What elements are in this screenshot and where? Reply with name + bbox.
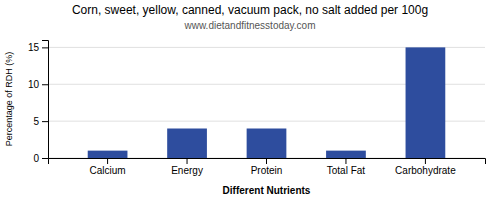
y-tick: 0: [33, 153, 48, 164]
x-tick: Calcium: [90, 158, 126, 176]
y-tick: 15: [28, 42, 48, 53]
x-tick-mark: [107, 158, 108, 164]
x-tick-mark: [187, 158, 188, 164]
y-axis-line: [42, 41, 49, 159]
y-tick-label: 15: [28, 42, 40, 53]
bar: [326, 151, 366, 158]
x-tick: Carbohydrate: [395, 158, 456, 176]
y-tick-mark: [42, 121, 48, 122]
x-tick-label: Protein: [251, 165, 283, 176]
x-tick-label: Total Fat: [327, 165, 366, 176]
y-tick-mark: [42, 47, 48, 48]
bar: [247, 129, 287, 159]
x-tick: Total Fat: [327, 158, 366, 176]
bar: [88, 151, 128, 158]
x-axis-title: Different Nutrients: [223, 185, 311, 196]
bar: [167, 129, 207, 159]
x-tick-mark: [266, 158, 267, 164]
y-tick-label: 5: [33, 116, 39, 127]
bar: [406, 47, 446, 158]
x-tick-label: Carbohydrate: [395, 165, 456, 176]
y-tick-label: 0: [33, 153, 39, 164]
x-tick: Protein: [251, 158, 283, 176]
bars: [88, 47, 446, 158]
grid: [48, 47, 485, 158]
x-tick-label: Calcium: [90, 165, 126, 176]
y-tick-mark: [42, 158, 48, 159]
x-tick: Energy: [171, 158, 203, 176]
y-tick-mark: [42, 84, 48, 85]
y-tick: 5: [33, 116, 48, 127]
x-axis: Calcium Energy Protein Total Fat Carbohydrat…: [49, 158, 486, 176]
x-tick-label: Energy: [171, 165, 203, 176]
title: Corn, sweet, yellow, canned, vacuum pack…: [72, 3, 428, 17]
y-axis-title: Percentage of RDH (%): [4, 52, 14, 147]
y-axis: 0 5 10 15: [28, 41, 49, 164]
plot: 0 5 10 15 Calcium Energy Protein Total Fat Carbo…: [28, 41, 486, 177]
chart: Corn, sweet, yellow, canned, vacuum pack…: [0, 0, 500, 200]
x-tick-mark: [425, 158, 426, 164]
y-tick-label: 10: [28, 79, 40, 90]
subtitle: www.dietandfitnesstoday.com: [184, 20, 316, 31]
x-axis-line: [49, 159, 486, 165]
x-tick-mark: [345, 158, 346, 164]
y-tick: 10: [28, 79, 48, 90]
